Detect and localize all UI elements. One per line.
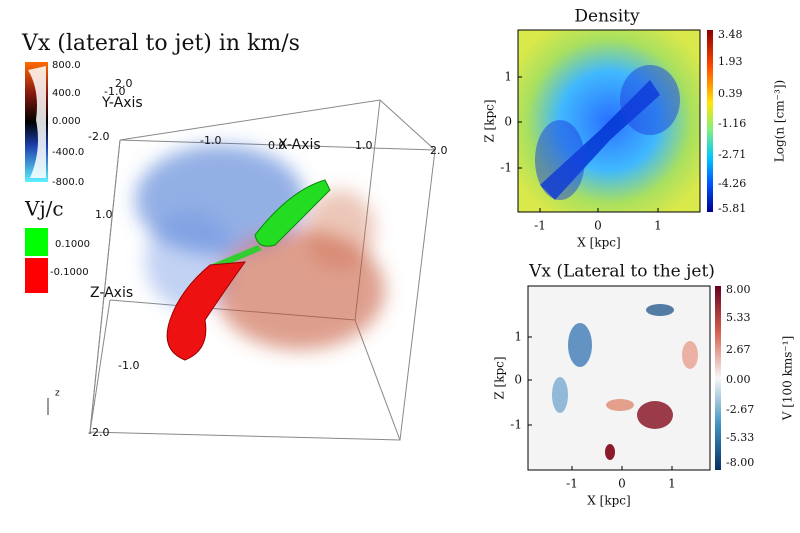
colorbar-tick-label: -1.16 [718,117,746,130]
colorbar-label: 400.0 [52,88,81,99]
y-axis-label: Z [kpc] [493,356,507,399]
x-tick-label: -1 [534,219,546,233]
colorbar [707,30,713,212]
colorbar-label: Log(n [cm⁻³]) [773,80,787,162]
y-tick-label: 0 [514,373,522,387]
colorbar-label: -800.0 [52,177,84,188]
colorbar-tick-label: -8.00 [726,456,754,469]
colorbar-tick-label: -5.33 [726,431,754,444]
triad: z [47,389,60,415]
colorbar-tick-label: -2.67 [726,403,754,416]
colorbar-label: V [100 kms⁻¹] [781,336,795,422]
y-tick-label: 1 [504,70,512,84]
vx-features [552,304,698,460]
x-tick-label: 1 [668,477,676,491]
colorbar-label: 0.000 [52,116,81,127]
y-tick-label: 1.0 [95,208,113,221]
legend-green [25,228,48,256]
triad-label: z [55,389,60,399]
x-tick-label: 0 [594,219,602,233]
colorbar-opacity [28,66,46,178]
y-axis-label: Z [kpc] [483,99,497,142]
y-tick-label: -2.0 [88,426,109,439]
x-tick-label: 1 [654,219,662,233]
x-tick-label: -1.0 [200,134,221,147]
cavity [620,65,680,135]
vx-map [527,285,711,471]
colorbar-tick-label: 1.93 [718,55,743,68]
y-tick-label: -1.0 [104,85,125,98]
colorbar-tick-label: 5.33 [726,311,751,324]
x-tick-label: 0.0 [268,139,286,152]
colorbar [715,286,721,470]
y-tick-label: 2.0 [115,77,133,90]
x-tick-label: -1 [566,477,578,491]
jet [166,179,331,361]
cavity [535,120,585,200]
axis-name: X-Axis [278,137,321,153]
legend-label: -0.1000 [50,267,89,278]
x-axis-label: X [kpc] [587,494,630,508]
colorbar-tick-label: -4.26 [718,177,746,190]
y-tick-label: -1 [500,161,512,175]
colorbar-label: -400.0 [52,147,84,158]
colorbar-tick-label: 8.00 [726,283,751,296]
x-tick-label: 1.0 [355,139,373,152]
render-title: Vx (lateral to jet) in km/s [21,31,300,56]
colorbar-tick-label: 0.00 [726,373,751,386]
colorbar-tick-label: 2.67 [726,343,751,356]
colorbar-tick-label: 0.39 [718,87,743,100]
x-tick-label: 0 [618,477,626,491]
axis-name: Z-Axis [90,285,133,301]
y-tick-label: -1 [510,418,522,432]
y-tick-label: -2.0 [88,130,109,143]
colorbar-tick-label: -5.81 [718,202,746,215]
legend-title: Vj/c [24,197,64,221]
y-tick-label: 1 [514,330,522,344]
y-tick-label: 0 [504,115,512,129]
x-tick-label: 2.0 [430,144,448,157]
frame [517,29,701,213]
colorbar-label: 800.0 [52,60,81,71]
x-axis-label: X [kpc] [577,236,620,250]
axis-name: Y-Axis [101,95,143,111]
y-tick-label: -1.0 [118,359,139,372]
legend-red [25,258,48,293]
legend-label: 0.1000 [55,239,90,250]
colorbar-tick-label: 3.48 [718,28,743,41]
panel-title: Density [574,7,640,27]
colorbar-tick-label: -2.71 [718,148,746,161]
panel-title: Vx (Lateral to the jet) [528,262,715,282]
